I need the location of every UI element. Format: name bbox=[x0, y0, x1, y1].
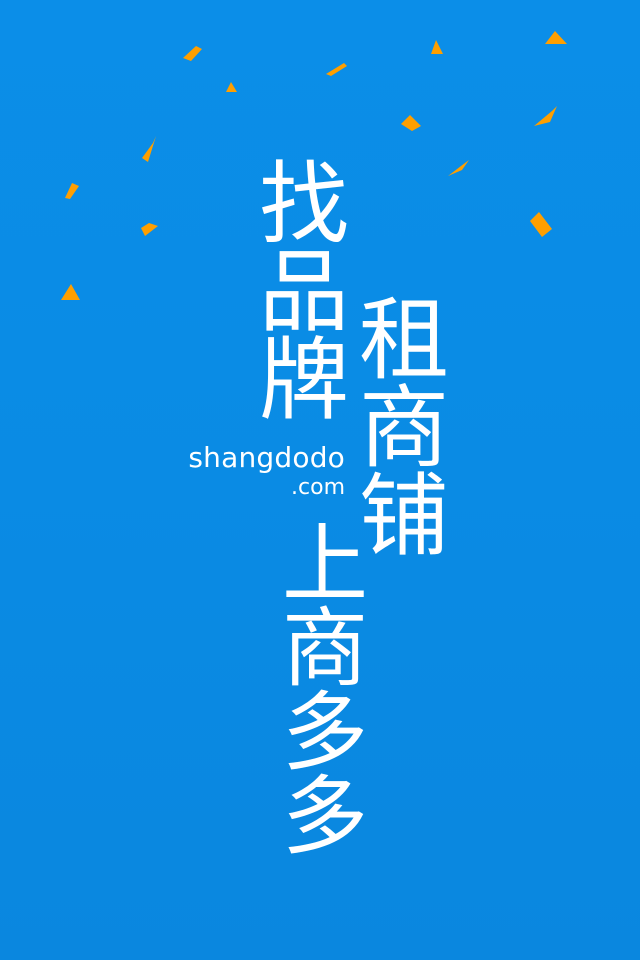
headline-char: 多 bbox=[282, 683, 368, 783]
confetti-piece bbox=[326, 63, 347, 76]
headline-left-column: 找 品 牌 bbox=[258, 152, 350, 433]
confetti-piece bbox=[65, 183, 79, 199]
confetti-piece bbox=[226, 82, 237, 92]
domain-tld: .com bbox=[291, 474, 345, 500]
confetti-piece bbox=[183, 46, 202, 61]
headline-char: 牌 bbox=[259, 328, 349, 433]
headline-char: 品 bbox=[259, 240, 349, 345]
headline-char: 找 bbox=[259, 152, 349, 257]
confetti-piece bbox=[545, 31, 567, 44]
confetti-piece bbox=[142, 136, 156, 162]
headline-char: 租 bbox=[359, 288, 449, 393]
domain-name: shangdodo bbox=[188, 441, 345, 474]
headline-bottom-column: 上 商 多 多 bbox=[280, 515, 370, 867]
confetti-piece bbox=[534, 106, 557, 126]
confetti-decoration bbox=[61, 31, 567, 300]
headline-char: 多 bbox=[282, 767, 368, 867]
confetti-piece bbox=[431, 40, 443, 54]
confetti-piece bbox=[401, 115, 421, 131]
confetti-piece bbox=[61, 284, 80, 300]
confetti-piece bbox=[448, 160, 469, 176]
confetti-piece bbox=[141, 223, 158, 236]
headline-right-column: 租 商 铺 bbox=[358, 288, 450, 569]
confetti-piece bbox=[530, 212, 552, 237]
headline-char: 商 bbox=[359, 376, 449, 481]
headline-char: 上 bbox=[282, 515, 368, 615]
domain-wordmark: shangdodo .com bbox=[185, 441, 345, 500]
headline-char: 商 bbox=[282, 599, 368, 699]
headline-char: 铺 bbox=[359, 464, 449, 569]
